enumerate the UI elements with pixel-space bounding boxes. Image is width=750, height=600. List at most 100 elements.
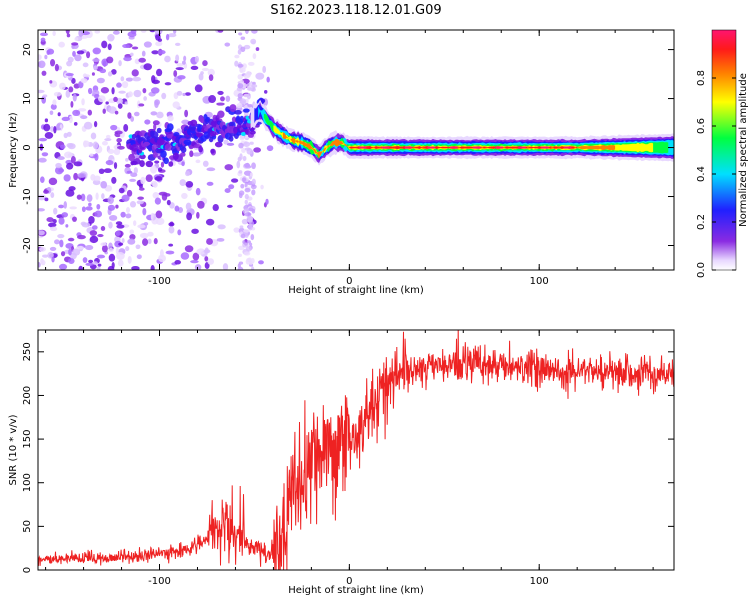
spectrogram-noise-cell — [41, 70, 47, 76]
spectrogram-noise-cell — [86, 194, 93, 202]
spectrogram-noise-cell — [40, 37, 46, 42]
spectrogram-noise-cell — [241, 218, 248, 225]
spectrogram-noise-cell — [78, 80, 84, 89]
spectrogram-noise-cell — [192, 252, 200, 261]
snr-x-tick-label: 100 — [530, 576, 549, 587]
spectrogram-ridge-cell — [152, 120, 160, 126]
spectrogram-noise-cell — [118, 90, 126, 94]
spectrogram-ridge-cell — [131, 144, 139, 152]
spectrogram-noise-cell — [196, 211, 200, 219]
spectrogram-noise-cell — [127, 112, 132, 119]
spectrogram-noise-cell — [102, 108, 106, 114]
spectrogram-noise-cell — [87, 87, 93, 95]
spectrogram-noise-cell — [46, 49, 51, 55]
spectrogram-noise-cell — [184, 245, 194, 253]
spectrogram-noise-cell — [239, 225, 244, 229]
spectrogram-noise-cell — [131, 69, 139, 77]
spectrogram-noise-cell — [195, 187, 201, 196]
spectrogram-noise-cell — [157, 167, 163, 172]
spectrogram-noise-cell — [61, 116, 70, 122]
spectrogram-noise-cell — [116, 224, 125, 229]
spectrogram-noise-cell — [154, 160, 160, 164]
spectrogram-noise-cell — [253, 147, 262, 153]
spectrogram-noise-cell — [245, 246, 252, 252]
spectrogram-noise-cell — [150, 212, 154, 221]
spectrogram-noise-cell — [136, 200, 144, 205]
spectrogram-noise-cell — [93, 65, 98, 70]
spectrogram-noise-cell — [206, 167, 216, 172]
spectrogram-noise-cell — [38, 194, 47, 201]
spectrogram-noise-cell — [38, 157, 47, 163]
spectrogram-noise-cell — [42, 94, 48, 98]
spectrogram-noise-cell — [115, 221, 123, 226]
spectrogram-noise-cell — [164, 82, 172, 86]
spectrogram-noise-cell — [200, 71, 204, 75]
spectrogram-noise-cell — [50, 192, 55, 198]
spectrogram-noise-cell — [113, 148, 121, 156]
spectrogram-noise-cell — [116, 82, 122, 88]
spectrogram-noise-cell — [167, 115, 174, 122]
spectrogram-noise-cell — [117, 259, 124, 267]
spectrogram-noise-cell — [135, 244, 141, 250]
spectrogram-noise-cell — [82, 62, 89, 68]
spectrogram-noise-cell — [190, 65, 199, 71]
spectrogram-noise-cell — [251, 189, 256, 196]
spectrogram-noise-cell — [224, 188, 231, 194]
spectrogram-noise-cell — [88, 216, 95, 224]
spectrogram-noise-cell — [172, 101, 180, 109]
spectrogram-noise-cell — [147, 238, 152, 244]
spectrogram-noise-cell — [108, 221, 113, 229]
spectrogram-noise-cell — [202, 60, 208, 67]
spectrogram-ridge-cell — [243, 108, 250, 113]
spectrogram-ridge-cell — [217, 110, 225, 118]
spectrogram-ridge-cell — [167, 123, 174, 131]
spectrogram-noise-cell — [71, 77, 76, 84]
snr-series-line — [38, 330, 674, 570]
spectrogram-noise-cell — [139, 232, 149, 239]
spectrogram-noise-cell — [182, 60, 186, 65]
snr-panel: -100 0 100 0 50 100 150 200 250 Height of strai… — [8, 329, 675, 596]
spectrogram-noise-cell — [116, 138, 123, 143]
spectrogram-noise-cell — [107, 43, 112, 51]
spectrogram-noise-cell — [72, 50, 76, 57]
spectrogram-noise-cell — [237, 253, 242, 258]
spectrogram-ridge-cell — [189, 150, 194, 158]
spectrogram-x-ticks: -100 0 100 — [45, 30, 654, 287]
spectrogram-noise-cell — [251, 30, 258, 34]
spectrogram-noise-cell — [89, 235, 99, 244]
spectrogram-noise-cell — [105, 101, 109, 105]
spectrogram-noise-cell — [92, 261, 98, 265]
spectrogram-ridge-cell — [180, 146, 187, 154]
spectrogram-noise-cell — [142, 87, 147, 94]
spectrogram-noise-cell — [71, 42, 79, 46]
spectrogram-ridge-cell — [160, 150, 167, 158]
spectrogram-noise-cell — [125, 213, 132, 219]
spectrogram-noise-cell — [248, 223, 253, 231]
spectrogram-noise-cell — [165, 33, 170, 41]
spectrogram-noise-cell — [228, 184, 235, 190]
spectrogram-x-axis-label: Height of straight line (km) — [288, 285, 424, 296]
spectrogram-noise-cell — [60, 251, 66, 257]
spectrogram-noise-cell — [144, 119, 151, 125]
spectrogram-noise-cell — [115, 230, 121, 236]
spectrogram-noise-cell — [49, 80, 53, 84]
spectrogram-noise-cell — [65, 89, 71, 98]
spectrogram-noise-cell — [83, 140, 88, 148]
spectrogram-ridge-cell — [214, 141, 223, 148]
spectrogram-noise-cell — [107, 196, 114, 204]
spectrogram-noise-cell — [242, 240, 246, 244]
spectrogram-noise-cell — [237, 63, 244, 68]
spectrogram-ridge-cell — [242, 123, 248, 128]
spectrogram-noise-cell — [124, 101, 129, 105]
spectrogram-noise-cell — [66, 60, 73, 67]
spectrogram-ridge-cell — [156, 138, 165, 146]
spectrogram-noise-cell — [207, 258, 215, 265]
spectrogram-noise-cell — [151, 50, 159, 55]
spectrogram-ridge-cell — [190, 119, 198, 127]
spectrogram-noise-cell — [185, 202, 192, 211]
spectrogram-noise-cell — [123, 56, 132, 62]
spectrogram-noise-cell — [240, 233, 246, 239]
spectrogram-noise-cell — [68, 86, 74, 93]
spectrogram-noise-cell — [54, 239, 60, 245]
